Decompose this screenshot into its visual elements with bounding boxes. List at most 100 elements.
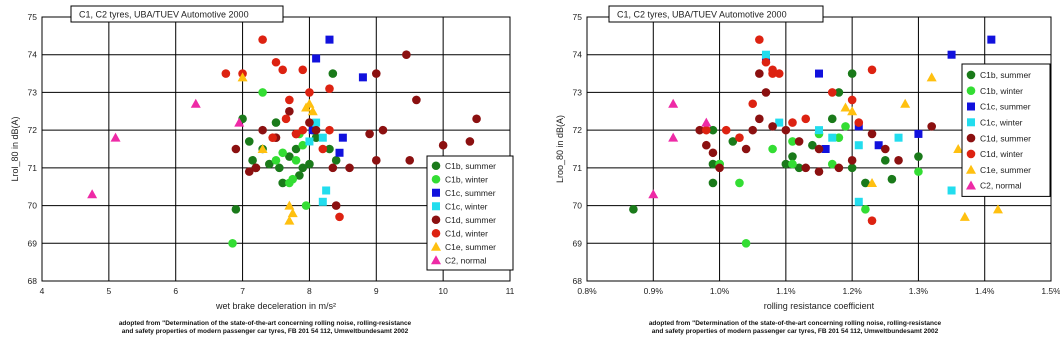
legend-label-c1d-winter: C1d, winter (980, 149, 1023, 159)
right-caption-line-1: adopted from "Determination of the state… (648, 320, 942, 327)
data-point-c1b-summer (914, 152, 923, 161)
data-point-c1c-summer (312, 54, 321, 63)
y-tick-label: 74 (573, 50, 583, 60)
legend-label-c1d-winter: C1d, winter (445, 228, 488, 238)
legend-marker-c1b-summer (966, 70, 976, 80)
x-tick-label: 6 (173, 286, 178, 296)
data-point-c1d-summer (231, 144, 241, 154)
data-point-c1d-summer (741, 144, 751, 154)
y-tick-label: 74 (28, 50, 38, 60)
data-point-c2-normal (701, 117, 712, 127)
x-tick-label: 10 (438, 286, 448, 296)
data-point-c1c-winter (322, 186, 331, 195)
data-point-c1d-summer (781, 125, 791, 135)
data-point-c1c-summer (914, 129, 923, 138)
data-point-c1b-summer (305, 159, 314, 169)
y-axis-label: Lroo_80 in dB(A) (555, 115, 565, 183)
left-caption-line-1: adopted from "Determination of the state… (118, 320, 412, 327)
data-point-c1d-summer (748, 125, 758, 135)
data-point-c1d-summer (371, 69, 381, 78)
right-caption-line-2: and safety properties of modern passenge… (651, 328, 939, 335)
data-point-c1c-winter (828, 133, 837, 142)
x-tick-label: 8 (307, 286, 312, 296)
legend-label-c1b-winter: C1b, winter (445, 174, 488, 184)
data-point-c1b-winter (228, 238, 237, 248)
data-point-c1d-summer (814, 167, 824, 176)
data-point-c1b-summer (728, 137, 738, 146)
data-point-c2-normal (234, 117, 245, 127)
data-point-c1d-summer (801, 163, 811, 173)
legend-box (961, 63, 1051, 197)
legend-marker-c1b-summer (431, 161, 441, 171)
data-point-c1e-summer (926, 72, 937, 82)
data-point-c1c-winter (854, 141, 863, 150)
data-point-c1b-summer (708, 178, 718, 188)
data-point-c1d-summer (927, 122, 936, 131)
data-point-c1d-summer (405, 156, 415, 165)
data-point-c1b-winter (861, 205, 870, 214)
legend-marker-c1b-winter (966, 86, 976, 95)
x-tick-label: 11 (506, 286, 515, 296)
data-point-c1d-summer (244, 167, 254, 176)
x-tick-label: 9 (374, 286, 379, 296)
data-point-c1d-winter (325, 84, 334, 93)
data-point-c1b-winter (291, 156, 301, 165)
data-point-c1d-summer (438, 140, 448, 150)
y-tick-label: 69 (28, 238, 38, 248)
y-tick-label: 75 (573, 12, 583, 22)
data-point-c1d-summer (465, 137, 475, 146)
data-point-c1e-summer (953, 144, 964, 153)
data-point-c1d-winter (735, 133, 744, 142)
chart-title-box (70, 5, 284, 23)
data-point-c1b-summer (295, 171, 304, 180)
data-point-c1d-winter (285, 95, 294, 105)
data-point-c2-normal (87, 189, 98, 199)
data-point-c1d-summer (305, 118, 314, 127)
y-tick-label: 68 (28, 276, 38, 286)
data-point-c1b-winter (788, 137, 797, 146)
data-point-c1d-summer (702, 140, 711, 150)
data-point-c1d-summer (365, 129, 374, 139)
data-point-c1c-winter (305, 137, 314, 146)
data-point-c1b-winter (834, 133, 844, 142)
data-point-c1d-winter (748, 99, 758, 109)
data-point-c1c-summer (358, 73, 367, 82)
data-point-c1c-winter (318, 197, 327, 206)
data-point-c1b-winter (768, 144, 777, 154)
x-tick-label: 1.0% (710, 286, 730, 296)
data-point-c1b-summer (847, 69, 857, 78)
data-point-c1b-summer (271, 118, 281, 127)
x-tick-label: 1.5% (1041, 286, 1060, 296)
data-point-c1d-summer (834, 163, 844, 173)
y-tick-label: 73 (28, 87, 38, 97)
data-point-c1d-winter (721, 125, 731, 135)
legend-label-c1e-summer: C1e, summer (445, 242, 496, 252)
data-point-c1d-winter (761, 57, 771, 67)
series-c2-normal (87, 98, 245, 199)
data-point-c1b-winter (298, 140, 308, 150)
data-point-c1b-summer (708, 125, 718, 135)
legend-label-c1c-summer: C1c, summer (980, 102, 1031, 112)
legend-label-c2-normal: C2, normal (445, 255, 487, 265)
data-point-c1d-summer (402, 50, 411, 60)
legend-label-c1b-winter: C1b, winter (980, 86, 1023, 96)
data-point-c1c-summer (335, 148, 344, 157)
data-point-c1e-summer (257, 144, 268, 153)
data-point-c1d-winter (827, 88, 837, 97)
legend-marker-c1d-summer (431, 215, 441, 225)
series-c1c-winter (305, 118, 331, 206)
legend-marker-c1d-summer (966, 133, 976, 143)
data-point-c1b-summer (629, 205, 638, 214)
legend-label-c1b-summer: C1b, summer (980, 70, 1031, 80)
data-point-c1e-summer (959, 211, 970, 221)
data-point-c1b-summer (328, 69, 338, 78)
data-point-c1d-winter (774, 69, 784, 78)
legend-label-c1b-summer: C1b, summer (445, 161, 496, 171)
data-point-c1d-summer (755, 114, 764, 124)
data-point-c1b-summer (808, 140, 817, 150)
left-source-caption: adopted from "Determination of the state… (0, 320, 530, 336)
data-point-c1d-winter (318, 144, 328, 154)
data-point-c1d-winter (867, 216, 877, 225)
legend-label-c1d-summer: C1d, summer (445, 215, 496, 225)
y-tick-label: 70 (573, 201, 583, 211)
